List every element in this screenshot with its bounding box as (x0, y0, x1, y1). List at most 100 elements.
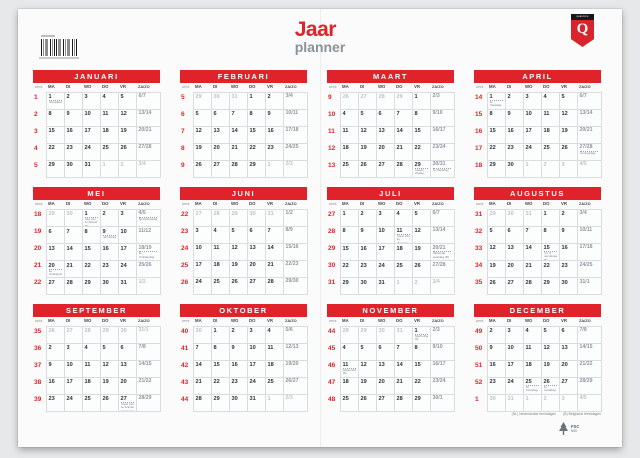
day-cell: 28 (522, 277, 542, 296)
weekday-header: DI (66, 84, 71, 89)
weekday-header: MA (48, 318, 55, 323)
month-table: week MA DI WO DO VR ZA/ZO 44 28 29 30 31 1 Allerheili… (327, 317, 455, 412)
day-cell: 26 (192, 159, 212, 178)
day-cell: 30 (117, 325, 137, 344)
weekday-header: VR (414, 318, 420, 323)
weekday-header: ZA/ZO (432, 318, 444, 323)
day-cell: 26 (339, 91, 359, 110)
weekend-cell: 5/6 (282, 325, 308, 344)
day-cell: 1 (393, 277, 413, 296)
day-cell: 19 (411, 243, 431, 262)
day-cell: 30 (210, 91, 230, 110)
day-cell: 23 (99, 260, 119, 279)
day-cell: 1 2e Paasdag (486, 91, 506, 110)
weekday-header: WO (231, 84, 239, 89)
week-number: 30 (327, 260, 341, 278)
day-cell: 16 (264, 125, 284, 144)
day-cell: 3 (558, 159, 578, 178)
day-cell: 4 (393, 208, 413, 227)
week-number: 18 (33, 209, 47, 227)
day-cell: 20 (375, 376, 395, 395)
year-planner-poster: Jaar planner quantore Q JANUARI week MA DI W… (18, 9, 622, 447)
day-cell: 4 (99, 91, 119, 110)
month-header: OKTOBER (180, 304, 307, 317)
week-number: 1 (474, 394, 488, 411)
weekday-header: VR (120, 201, 126, 206)
holiday-note: Koningsdag (579, 150, 599, 155)
month-maart: MAART week MA DI WO DO VR ZA/ZO 9 26 27 28 29 1 2/3 10 4… (327, 70, 455, 178)
day-cell: 30 (357, 277, 377, 296)
weekend-cell: 23/24 (429, 376, 455, 395)
day-cell: 15O.L.V. Hemelvaart (B) (540, 242, 560, 262)
week-number: 18 (474, 160, 488, 177)
weekend-cell: 21/22 (576, 359, 602, 378)
day-cell: 25 (264, 376, 284, 395)
weekend-cell: 24/25 (282, 142, 308, 161)
week-number: 48 (327, 394, 341, 411)
day-cell: 2 (99, 208, 119, 228)
day-cell: 24 (522, 142, 542, 161)
weekday-header: VR (414, 84, 420, 89)
weekend-cell: 10/11 (576, 225, 602, 244)
day-cell: 31 (504, 393, 524, 412)
day-cell: 9 (228, 342, 248, 361)
weekend-cell: 17/18 (282, 125, 308, 144)
holiday-legend-nl: (NL) Nederlandse feestdagen (511, 412, 557, 416)
day-cell: 5 (117, 91, 137, 110)
weekend-cell: 14/15 (135, 359, 161, 378)
weekend-cell: 3/4 (135, 159, 161, 178)
day-cell: 21 (192, 376, 212, 395)
day-cell: 20 (375, 142, 395, 161)
weekday-header: DO (102, 84, 109, 89)
day-cell: 31 (117, 277, 137, 296)
day-cell: 27 (246, 276, 266, 295)
holiday-note: 2e Kerstdag (543, 385, 557, 393)
day-cell: 27 (558, 376, 578, 395)
day-cell: 22 (210, 376, 230, 395)
day-cell: 21 (228, 142, 248, 161)
day-cell: 20 (558, 359, 578, 378)
day-cell: 1 (210, 325, 230, 344)
weekend-cell: 24/25 (576, 260, 602, 279)
day-cell: 24 (192, 276, 212, 295)
day-cell: 3 (117, 208, 137, 228)
week-number: 12 (327, 143, 341, 160)
day-cell: 16 (228, 359, 248, 378)
day-cell: 31 (375, 277, 395, 296)
day-cell: 23 (486, 376, 506, 395)
day-cell: 8 (210, 342, 230, 361)
month-table: week MA DI WO DO VR ZA/ZO 40 30 1 2 3 4 5/6 41 7 8 9 10 11 1… (180, 317, 308, 412)
day-cell: 29 (99, 325, 119, 344)
week-number: 23 (180, 226, 194, 243)
week-number: 4 (33, 143, 47, 160)
day-cell: 4 (81, 342, 101, 361)
day-cell: 12 (99, 359, 119, 378)
weekday-header: WO (84, 318, 92, 323)
day-cell: 17 (375, 243, 395, 262)
day-cell: 11Wapenstilstand (B) (339, 359, 359, 378)
day-cell: 24 (81, 142, 101, 161)
day-cell: 7 (192, 342, 212, 361)
week-number: 20 (33, 243, 47, 261)
day-cell: 19 (99, 376, 119, 395)
day-cell: 6 (246, 225, 266, 244)
day-cell: 2 (486, 325, 506, 344)
day-cell: 10 (117, 226, 137, 245)
week-number: 7 (180, 126, 194, 143)
day-cell: 15 (411, 359, 431, 378)
weekday-header: ZA/ZO (285, 201, 297, 206)
day-cell: 18 (99, 125, 119, 144)
day-cell: 16 (357, 243, 377, 262)
weekend-cell: 28/29 (135, 393, 161, 413)
day-cell: 25 1e Kerstdag (522, 376, 542, 395)
day-cell: 26 (411, 260, 431, 279)
day-cell: 13 (558, 342, 578, 361)
day-cell: 16 (45, 376, 65, 395)
day-cell: 14 (192, 359, 212, 378)
week-number: 37 (33, 360, 47, 377)
day-cell: 19 (540, 359, 560, 378)
day-cell: 30 (375, 325, 395, 344)
month-table: week MA DI WO DO VR ZA/ZO 31 29 30 31 1 2 3/4 32 5 6 7 8 9 1… (474, 200, 602, 296)
day-cell: 19 (357, 142, 377, 161)
week-number: 46 (327, 360, 341, 377)
